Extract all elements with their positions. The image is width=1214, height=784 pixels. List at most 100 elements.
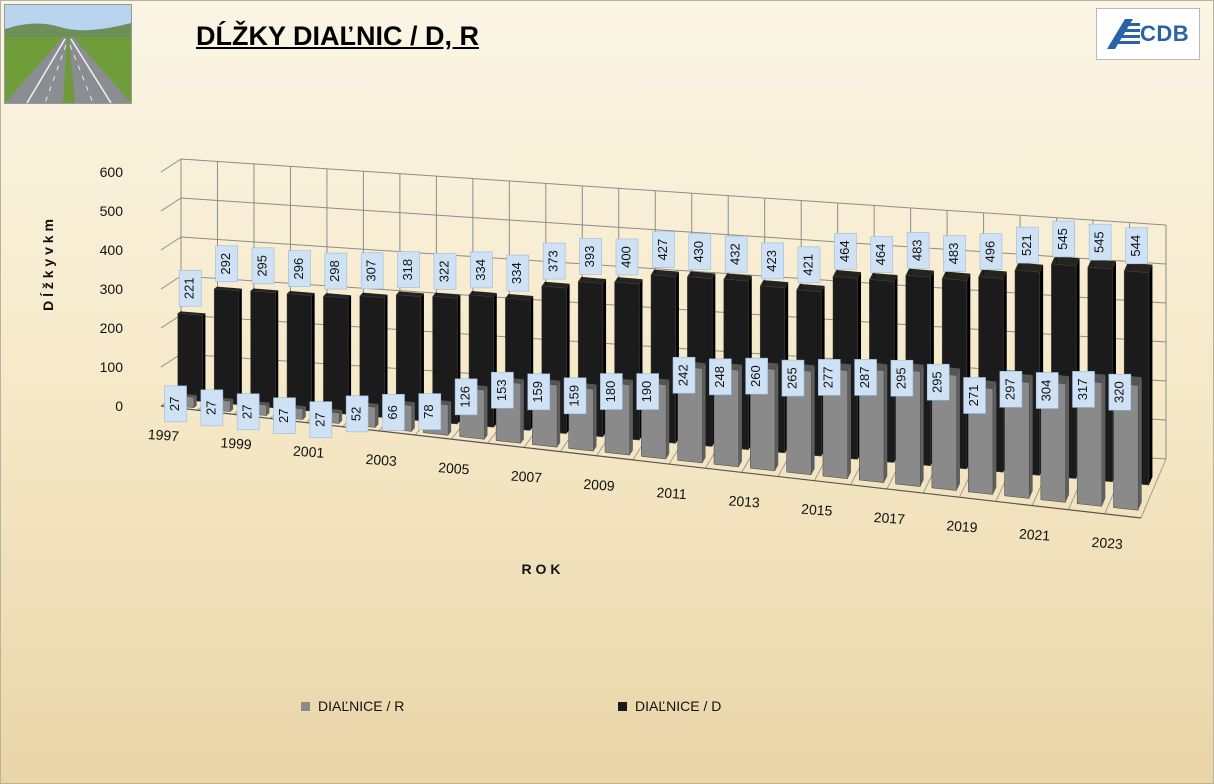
legend-item-d: DIAĽNICE / D <box>618 698 721 714</box>
bar-r-side <box>557 380 561 448</box>
bar-d-front <box>323 295 349 415</box>
data-label-r-box <box>418 393 442 430</box>
bar-d <box>286 290 315 412</box>
data-label-d: 295 <box>251 247 275 285</box>
data-label-d: 521 <box>1016 226 1039 264</box>
data-label-d-box <box>433 253 457 290</box>
data-label-d: 496 <box>979 233 1003 270</box>
bar-d-top <box>505 293 534 301</box>
bar-d-top <box>1014 262 1044 273</box>
data-label-r: 287 <box>854 359 877 396</box>
data-label-r: 180 <box>600 373 623 410</box>
bar-r-front <box>1113 382 1139 511</box>
bar-d-front <box>250 290 276 409</box>
data-label-r: 248 <box>709 358 732 396</box>
data-label-d-text: 322 <box>436 261 451 283</box>
x-tick-label: 2005 <box>438 459 470 477</box>
bar-r-side <box>484 386 488 440</box>
data-label-r-box <box>454 378 478 416</box>
data-label-r-box <box>781 359 805 397</box>
data-label-d-text: 432 <box>728 243 743 265</box>
x-tick-label: 2017 <box>873 509 905 527</box>
data-label-d: 318 <box>397 251 420 289</box>
bar-r-side <box>629 379 633 456</box>
bar-r-side <box>193 395 197 408</box>
data-label-d-text: 307 <box>364 260 379 282</box>
data-label-d: 393 <box>579 238 602 275</box>
data-label-d-box <box>288 250 311 287</box>
bar-r-side <box>702 363 706 463</box>
data-label-d-box <box>906 232 930 269</box>
data-label-d: 322 <box>433 253 457 290</box>
bar-d-top <box>469 291 497 297</box>
bar-d-top <box>869 273 898 282</box>
data-label-d-text: 292 <box>218 253 233 275</box>
data-label-d-box <box>470 251 493 289</box>
bar-r-side <box>302 406 306 420</box>
data-label-r-text: 27 <box>312 412 327 426</box>
data-label-r-box <box>890 359 914 397</box>
data-label-d-box <box>834 232 857 270</box>
data-label-d: 298 <box>324 252 348 290</box>
data-label-r: 304 <box>1035 372 1059 409</box>
data-label-d-box <box>870 236 894 273</box>
x-tick-label: 2011 <box>656 484 687 502</box>
data-label-r: 27 <box>236 393 260 431</box>
data-label-d-text: 400 <box>618 246 633 268</box>
data-label-r-box <box>164 385 187 423</box>
data-label-d-box <box>1088 223 1112 261</box>
data-label-r-text: 242 <box>675 364 690 386</box>
gridline-floor <box>1140 458 1167 519</box>
data-label-r-text: 52 <box>349 407 364 421</box>
x-tick-label: 2015 <box>801 501 833 519</box>
data-label-d: 464 <box>870 236 894 273</box>
y-tick-label: 0 <box>115 398 123 414</box>
data-label-r: 27 <box>273 397 296 435</box>
bar-r-side <box>375 403 379 428</box>
gridline-side <box>160 158 182 173</box>
data-label-d-text: 521 <box>1019 234 1034 256</box>
data-label-r-text: 297 <box>1002 378 1017 400</box>
cdb-logo: CDB <box>1096 8 1200 60</box>
data-label-d-text: 318 <box>400 259 415 281</box>
highway-photo <box>4 4 132 104</box>
x-tick-label: 2013 <box>728 492 760 510</box>
x-tick-label: 2007 <box>510 468 542 486</box>
bar-d-side <box>202 313 206 402</box>
data-label-d-text: 421 <box>800 254 815 276</box>
data-label-r-box <box>817 359 841 396</box>
data-label-d-box <box>178 269 202 307</box>
data-label-r-text: 190 <box>639 381 654 403</box>
data-label-r-text: 27 <box>276 408 291 422</box>
data-label-r: 271 <box>963 377 986 414</box>
legend-item-r: DIAĽNICE / R <box>301 698 404 714</box>
data-label-r-text: 265 <box>784 367 799 389</box>
data-label-d-text: 483 <box>910 239 925 261</box>
data-label-r: 190 <box>636 373 660 410</box>
data-label-r-box <box>1108 373 1132 411</box>
data-label-d-box <box>397 251 420 289</box>
bar-r-side <box>1138 377 1142 511</box>
bar-r-side <box>920 364 924 487</box>
bar-d-top <box>796 283 825 292</box>
data-label-d-box <box>688 233 712 271</box>
highway-photo-image <box>5 5 131 103</box>
bar-r-side <box>593 384 597 452</box>
y-tick-label: 200 <box>100 320 124 336</box>
y-tick-label: 400 <box>100 242 124 258</box>
x-tick-label: 1999 <box>220 434 252 452</box>
data-label-r: 159 <box>563 377 587 415</box>
data-label-d-box <box>652 231 675 268</box>
data-label-r-box <box>636 373 660 410</box>
bar-d-side <box>420 293 424 421</box>
data-label-r: 27 <box>309 401 333 438</box>
y-tick-label: 500 <box>100 203 124 219</box>
data-label-d: 423 <box>761 242 784 280</box>
data-label-r-box <box>200 389 224 427</box>
bar-d-top <box>359 292 388 298</box>
bar-d <box>395 291 424 422</box>
data-label-r-text: 180 <box>603 381 618 403</box>
data-label-r-text: 248 <box>712 366 727 388</box>
